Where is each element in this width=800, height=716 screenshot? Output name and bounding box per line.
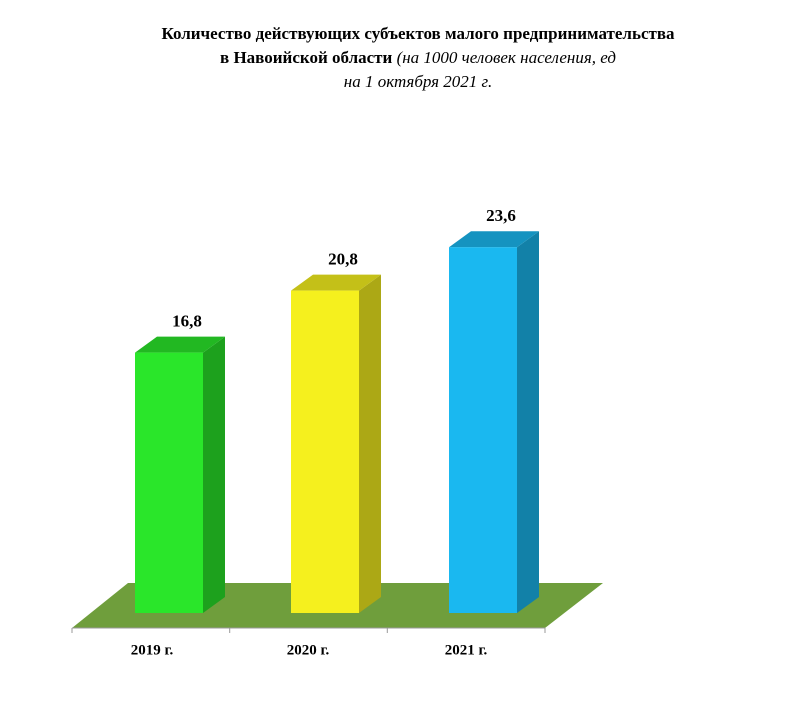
chart-subtitle: на 1 октября 2021 г. bbox=[344, 72, 492, 91]
bar-side bbox=[517, 231, 539, 613]
bar-top bbox=[291, 274, 381, 291]
plot: 16,8 2019 г. 20,8 2020 г. 23,6 2021 г. bbox=[71, 206, 603, 658]
title-bold: в Навоийской области bbox=[220, 48, 392, 67]
value-label: 23,6 bbox=[486, 206, 516, 225]
bar-side bbox=[203, 336, 225, 613]
x-tick-label: 2019 г. bbox=[131, 642, 174, 658]
value-label: 16,8 bbox=[172, 312, 202, 331]
bar-top bbox=[449, 231, 539, 248]
chart-title: в Навоийской области (на 1000 человек на… bbox=[220, 48, 616, 67]
bar-top bbox=[135, 336, 225, 353]
value-label: 20,8 bbox=[328, 250, 358, 269]
chart-title: Количество действующих субъектов малого … bbox=[161, 24, 675, 43]
bar-side bbox=[359, 274, 381, 613]
x-tick-label: 2021 г. bbox=[445, 642, 488, 658]
title-italic: (на 1000 человек населения, ед bbox=[397, 48, 617, 67]
bar bbox=[135, 352, 203, 613]
x-tick-label: 2020 г. bbox=[287, 642, 330, 658]
bar bbox=[449, 247, 517, 613]
bar bbox=[291, 290, 359, 613]
